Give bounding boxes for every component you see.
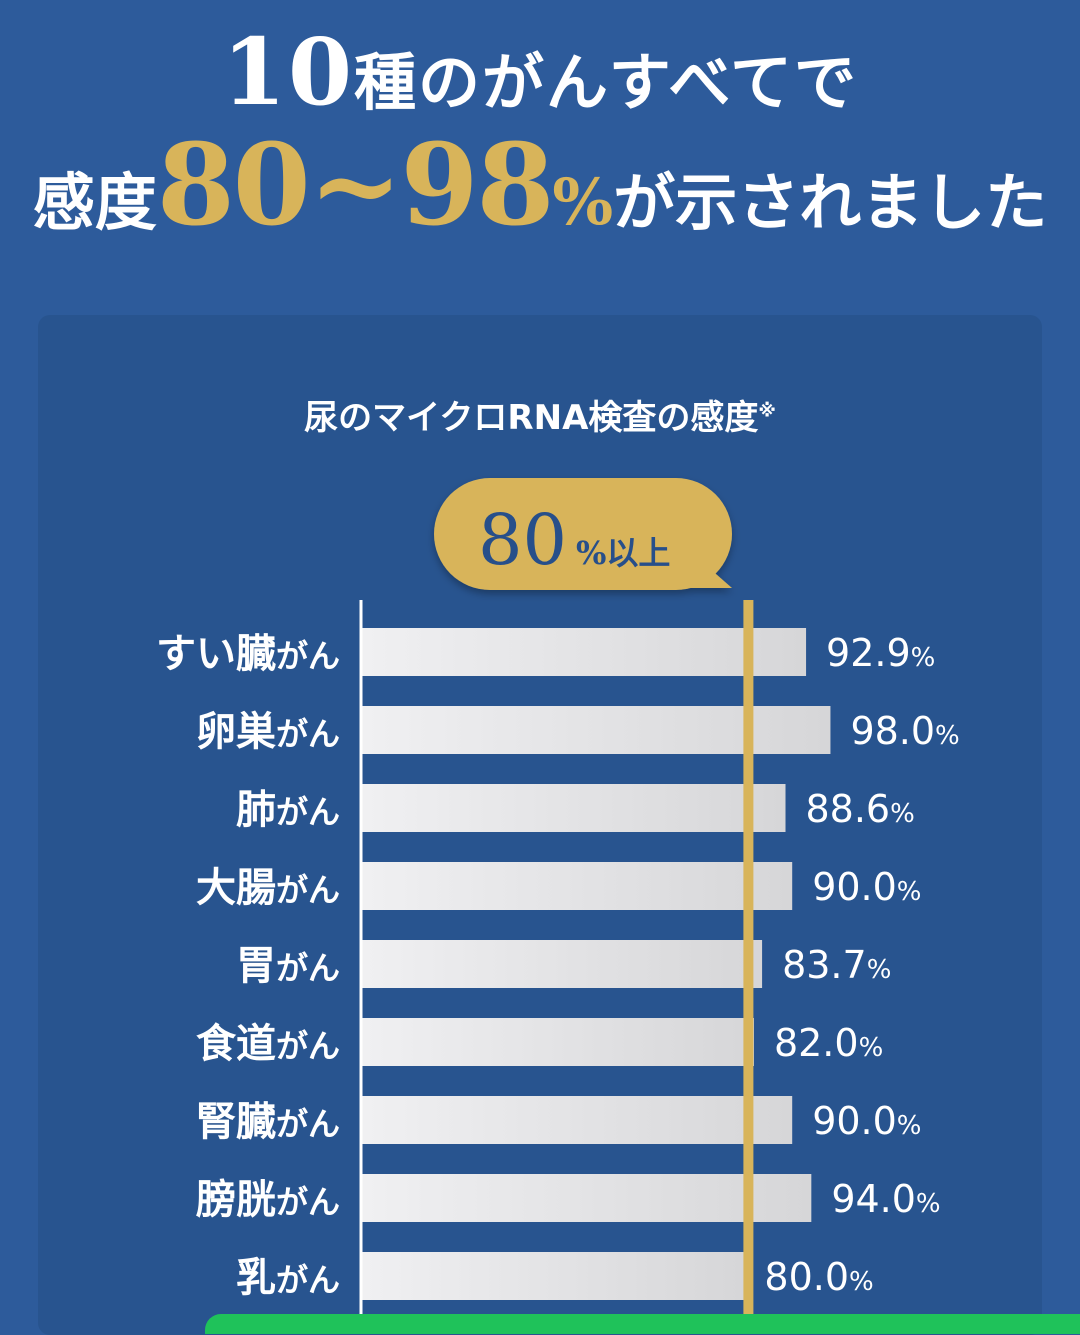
value-label: 90.0% <box>812 865 921 909</box>
bar <box>362 940 763 988</box>
bar <box>362 1252 745 1300</box>
value-label: 94.0% <box>831 1177 940 1221</box>
category-label: 食道がん <box>196 1021 340 1067</box>
callout-tail <box>690 560 732 588</box>
bar <box>362 1174 812 1222</box>
value-label: 92.9% <box>826 631 935 675</box>
callout-text: %以上 <box>576 534 670 572</box>
bar <box>362 706 831 754</box>
bar <box>362 862 793 910</box>
category-label: すい臓がん <box>156 631 340 677</box>
category-label: 腎臓がん <box>196 1099 340 1145</box>
callout-number: 80 <box>478 499 567 581</box>
category-label: 乳がん <box>236 1255 340 1301</box>
value-label: 90.0% <box>812 1099 921 1143</box>
value-label: 88.6% <box>806 787 915 831</box>
bar <box>362 628 807 676</box>
headline-line1: 10種のがんすべてで <box>222 18 858 126</box>
value-label: 83.7% <box>782 943 891 987</box>
value-label: 98.0% <box>850 709 959 753</box>
value-label: 82.0% <box>774 1021 883 1065</box>
callout-bubble <box>434 478 732 590</box>
cta-button-edge[interactable] <box>205 1314 1080 1334</box>
value-label: 80.0% <box>764 1255 873 1299</box>
category-label: 肺がん <box>236 787 340 833</box>
category-label: 卵巣がん <box>196 709 340 755</box>
category-label: 胃がん <box>236 943 340 989</box>
headline-line2: 感度80~98%が示されました <box>32 120 1048 251</box>
threshold-callout <box>434 478 732 590</box>
bar <box>362 1096 793 1144</box>
category-label: 膀胱がん <box>196 1177 340 1223</box>
bar <box>362 1018 754 1066</box>
chart-title: 尿のマイクロRNA検査の感度※ <box>304 398 776 438</box>
category-label: 大腸がん <box>196 865 340 911</box>
bar <box>362 784 786 832</box>
